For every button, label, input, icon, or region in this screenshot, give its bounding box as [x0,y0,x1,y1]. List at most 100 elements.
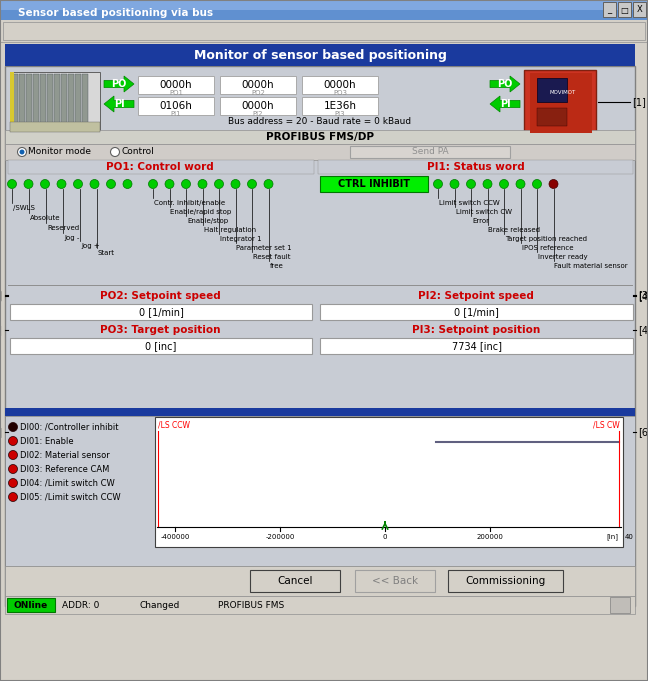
Circle shape [231,180,240,189]
Text: 200000: 200000 [476,534,503,540]
Text: PI1: Status word: PI1: Status word [427,162,525,172]
Bar [320,304,633,320]
Text: Target position reached: Target position reached [505,236,587,242]
Bar [54,74,60,130]
Text: PO: PO [111,79,127,89]
Text: Enable/rapid stop: Enable/rapid stop [170,209,232,215]
Text: Commissioning: Commissioning [465,576,546,586]
Text: 0 [1/min]: 0 [1/min] [454,307,499,317]
Circle shape [8,437,17,445]
Text: [4]: [4] [638,325,648,335]
Text: /LS CCW: /LS CCW [158,420,190,430]
Text: ADDR: 0: ADDR: 0 [62,601,99,609]
Bar [10,72,14,132]
Circle shape [17,148,27,157]
Bar [355,570,435,592]
Bar [5,416,635,566]
Circle shape [90,180,99,189]
Circle shape [8,479,17,488]
Text: PI1: PI1 [170,111,181,117]
Circle shape [198,180,207,189]
Circle shape [8,422,17,432]
Bar [138,76,214,94]
Text: [in]: [in] [606,534,618,541]
Text: DI04: /Limit switch CW: DI04: /Limit switch CW [20,479,115,488]
Bar [448,570,563,592]
Text: PI2: PI2 [253,111,263,117]
Bar [8,160,314,174]
Bar [26,74,32,130]
Polygon shape [490,76,520,92]
Bar [10,304,312,320]
Text: DI05: /Limit switch CCW: DI05: /Limit switch CCW [20,492,121,501]
Text: Brake released: Brake released [489,227,540,233]
Bar [68,74,74,130]
Text: PO1: Control word: PO1: Control word [106,162,214,172]
Bar [61,74,67,130]
Polygon shape [490,96,520,112]
Bar [302,97,378,115]
Bar [5,408,635,416]
Text: [5]: [5] [0,427,2,437]
Text: 0000h: 0000h [242,101,274,111]
Circle shape [434,180,443,189]
Text: Monitor of sensor based positioning: Monitor of sensor based positioning [194,48,446,61]
Text: Limit switch CCW: Limit switch CCW [439,200,500,206]
Circle shape [467,180,476,189]
Text: MOVIMOT: MOVIMOT [550,89,576,95]
Bar [5,144,635,160]
Bar [33,74,39,130]
Text: Inverter ready: Inverter ready [538,254,588,260]
Bar [5,66,635,606]
Text: Start: Start [98,250,115,256]
Bar [524,70,596,138]
Text: Enable/stop: Enable/stop [187,218,228,224]
Circle shape [8,180,16,189]
Bar [0,0,648,10]
Text: ONline: ONline [14,601,48,609]
Text: Contr. inhibit/enable: Contr. inhibit/enable [154,200,225,206]
Text: 0000h: 0000h [324,80,356,90]
Polygon shape [104,76,134,92]
Bar [8,358,633,408]
Bar [0,20,648,42]
Text: PROFIBUS FMS/DP: PROFIBUS FMS/DP [266,132,374,142]
Bar [10,338,312,354]
Circle shape [483,180,492,189]
Text: PI3: Setpoint position: PI3: Setpoint position [412,325,540,335]
Polygon shape [104,96,134,112]
Text: << Back: << Back [372,576,418,586]
Bar [75,74,81,130]
Circle shape [24,180,33,189]
Circle shape [8,451,17,460]
Circle shape [248,180,257,189]
Circle shape [533,180,542,189]
Text: PO3: PO3 [333,90,347,96]
Text: DI00: /Controller inhibit: DI00: /Controller inhibit [20,422,119,432]
Text: Control: Control [121,148,154,157]
Text: -400000: -400000 [160,534,190,540]
Text: [3]: [3] [638,290,648,300]
Bar [530,73,592,133]
Circle shape [264,180,273,189]
Circle shape [214,180,224,189]
Text: □: □ [621,5,629,14]
Circle shape [181,180,191,189]
Bar [220,76,296,94]
Text: 7734 [inc]: 7734 [inc] [452,341,502,351]
Text: PO: PO [497,79,513,89]
Bar [10,72,100,132]
Bar [8,285,633,286]
Text: /SWLS: /SWLS [13,205,35,211]
Bar [5,596,635,614]
Text: PI: PI [113,99,124,109]
Text: 0 [inc]: 0 [inc] [145,341,177,351]
Circle shape [165,180,174,189]
Text: PROFIBUS FMS: PROFIBUS FMS [218,601,284,609]
Text: Limit switch CW: Limit switch CW [456,209,511,215]
Text: PO2: Setpoint speed: PO2: Setpoint speed [100,291,220,301]
Bar [610,597,630,613]
Bar [220,97,296,115]
Text: [4]: [4] [638,291,648,301]
Text: [1]: [1] [632,97,646,107]
